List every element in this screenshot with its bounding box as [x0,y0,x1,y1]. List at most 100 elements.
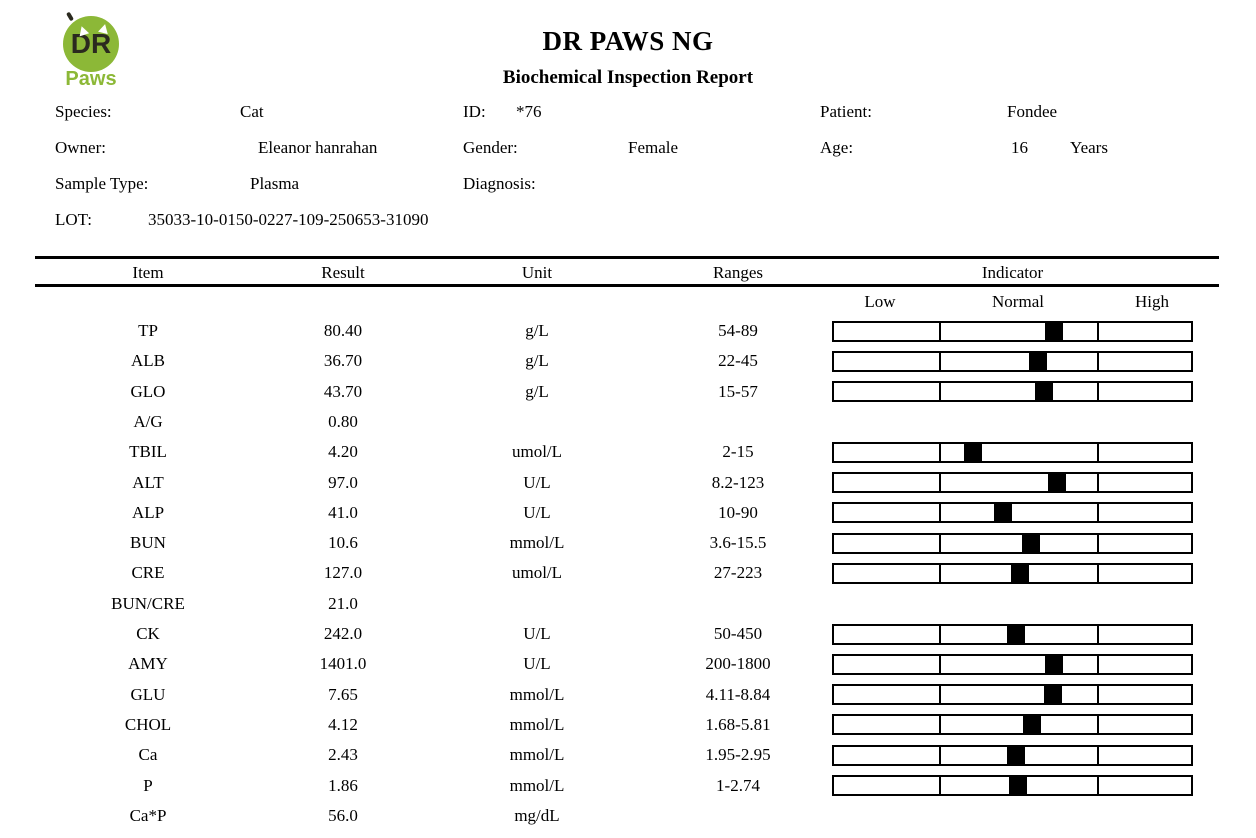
dr-paws-logo: DR [63,16,119,72]
low-normal-divider [939,655,941,673]
result-cell: 0.80 [328,411,358,431]
unit-cell: g/L [525,321,549,340]
result-cell: 43.70 [323,381,363,401]
report-subtitle: Biochemical Inspection Report [502,67,754,88]
indicator-bar [832,623,1193,645]
table-row: TBIL 4.20 umol/L 2-15 [0,437,1256,467]
result-cell: 7.65 [328,684,358,704]
lot-label: LOT: [55,210,92,229]
item-cell: TBIL [129,442,167,462]
ranges-cell: 22-45 [718,351,758,371]
table-row: ALP 41.0 U/L 10-90 [0,498,1256,528]
normal-high-divider [1097,474,1099,491]
col-header-item: Item [132,263,164,282]
id-label: ID: [463,102,486,121]
result-cell: 4.12 [328,714,358,734]
normal-high-divider [1097,655,1099,673]
sample-type-value: Plasma [250,174,300,193]
ranges-cell: 4.11-8.84 [705,684,771,704]
indicator-bar [832,320,1193,342]
low-normal-divider [939,534,941,552]
item-cell: A/G [133,411,163,431]
indicator-marker [1029,352,1048,370]
indicator-label-normal: Normal [992,292,1044,311]
item-cell: ALT [132,472,164,492]
table-row: Ca*P 56.0 mg/dL [0,801,1256,831]
table-row: ALT 97.0 U/L 8.2-123 [0,468,1256,498]
result-cell: 127.0 [323,563,363,583]
indicator-bar [832,502,1193,524]
indicator-marker [1009,777,1028,794]
ranges-cell: 8.2-123 [711,472,765,492]
indicator-marker [1011,564,1030,582]
low-normal-divider [939,322,941,340]
indicator-marker [964,443,983,461]
indicator-bar [832,350,1193,372]
results-table: TP 80.40 g/L 54-89 ALB 36.70 g/L 22-45 GLO 43.70 g… [0,316,1256,832]
owner-label: Owner: [55,138,106,157]
age-value: 16 [1011,138,1028,157]
result-cell: 21.0 [328,593,358,613]
unit-cell: U/L [523,624,551,643]
indicator-marker [994,504,1013,522]
normal-high-divider [1097,716,1099,734]
diagnosis-label: Diagnosis: [463,174,536,193]
id-value: *76 [516,102,542,121]
item-cell: P [143,775,153,795]
indicator-marker [1035,383,1054,401]
unit-cell: mmol/L [509,684,565,704]
ranges-cell: 1.68-5.81 [705,714,771,734]
result-cell: 242.0 [323,624,363,643]
indicator-marker [1022,534,1041,552]
normal-high-divider [1097,686,1099,704]
age-unit: Years [1070,138,1108,157]
normal-high-divider [1097,504,1099,522]
ranges-cell [640,407,836,437]
item-cell: GLU [130,684,166,704]
indicator-marker [1045,322,1064,340]
normal-high-divider [1097,322,1099,340]
table-row: BUN/CRE 21.0 [0,589,1256,619]
result-cell: 1.86 [328,775,358,795]
result-cell: 2.43 [328,745,358,765]
unit-cell: mmol/L [509,714,565,734]
indicator-label-low: Low [864,292,896,311]
ranges-cell: 15-57 [718,381,758,401]
ranges-cell: 1-2.74 [716,775,760,795]
unit-cell: U/L [523,502,551,522]
indicator-bar [832,472,1193,493]
gender-value: Female [628,138,679,157]
indicator-marker [1044,686,1063,704]
table-row: BUN 10.6 mmol/L 3.6-15.5 [0,528,1256,558]
indicator-marker [1022,716,1041,734]
table-row: GLO 43.70 g/L 15-57 [0,377,1256,407]
indicator-bar [832,532,1193,554]
unit-cell: mmol/L [509,533,565,553]
low-normal-divider [939,443,941,461]
indicator-marker [1044,655,1063,673]
normal-high-divider [1097,352,1099,370]
unit-cell: umol/L [511,442,563,462]
item-cell: ALP [131,502,165,522]
ranges-cell: 50-450 [713,624,763,643]
result-cell: 36.70 [323,351,363,371]
indicator-bar [832,381,1193,403]
unit-cell [445,407,629,437]
normal-high-divider [1097,534,1099,552]
col-header-result: Result [321,263,365,282]
table-row: CHOL 4.12 mmol/L 1.68-5.81 [0,710,1256,740]
ranges-cell: 200-1800 [705,654,771,674]
table-header-rule [35,284,1219,287]
table-row: AMY 1401.0 U/L 200-1800 [0,649,1256,679]
result-cell: 56.0 [328,805,358,825]
result-cell: 4.20 [328,442,358,462]
result-cell: 97.0 [328,472,358,492]
table-top-rule [35,256,1219,259]
unit-cell: umol/L [511,563,563,583]
item-cell: ALB [131,351,165,371]
result-cell: 1401.0 [319,654,367,674]
item-cell: CK [136,624,160,643]
ranges-cell: 10-90 [718,502,758,522]
indicator-bar [832,744,1193,766]
table-row: CK 242.0 U/L 50-450 [0,619,1256,649]
